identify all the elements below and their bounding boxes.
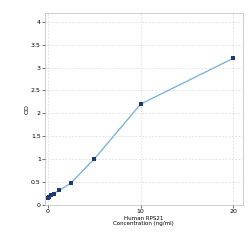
X-axis label: Human RPS21
Concentration (ng/ml): Human RPS21 Concentration (ng/ml) [114, 216, 174, 226]
Point [57, 188, 61, 192]
Point [231, 56, 235, 60]
Point [46, 196, 50, 200]
Point [49, 194, 53, 198]
Point [138, 102, 142, 106]
Point [47, 195, 51, 199]
Point [69, 181, 73, 185]
Point [52, 192, 56, 196]
Point [92, 157, 96, 161]
Y-axis label: OD: OD [24, 104, 29, 114]
